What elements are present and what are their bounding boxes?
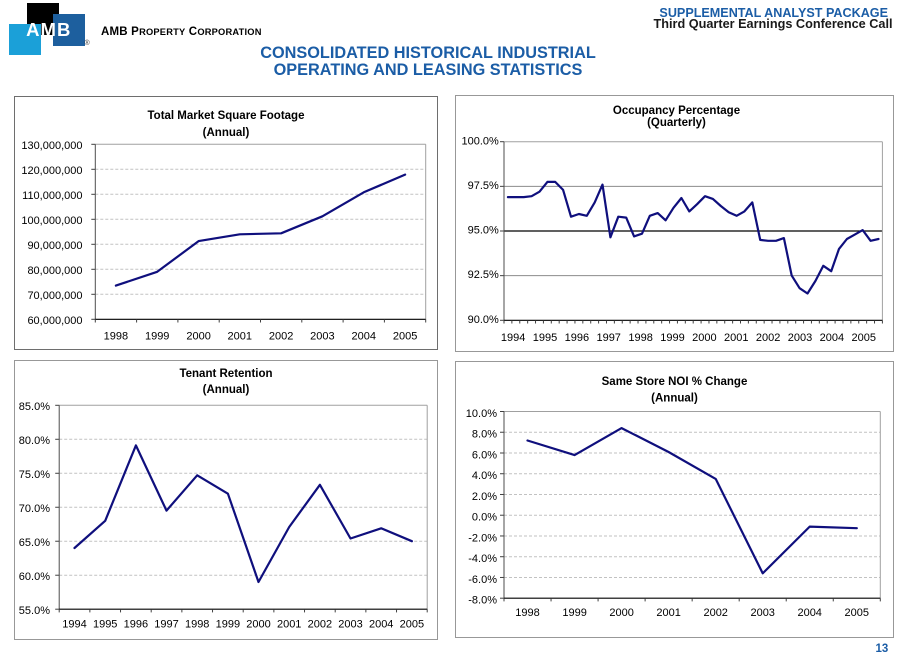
svg-text:90,000,000: 90,000,000 (27, 240, 82, 252)
svg-text:2003: 2003 (310, 331, 334, 343)
svg-text:10.0%: 10.0% (466, 408, 497, 420)
svg-text:2.0%: 2.0% (472, 491, 497, 503)
svg-text:85.0%: 85.0% (19, 401, 50, 413)
svg-text:60,000,000: 60,000,000 (27, 315, 82, 327)
svg-text:1995: 1995 (533, 332, 557, 344)
svg-text:70.0%: 70.0% (19, 503, 50, 515)
svg-text:2005: 2005 (845, 607, 869, 619)
svg-text:(Annual): (Annual) (651, 392, 698, 404)
svg-text:2000: 2000 (692, 332, 716, 344)
svg-text:100.0%: 100.0% (461, 135, 499, 147)
svg-text:2000: 2000 (246, 619, 270, 631)
svg-text:2004: 2004 (352, 331, 376, 343)
svg-text:2001: 2001 (228, 331, 252, 343)
svg-text:6.0%: 6.0% (472, 450, 497, 462)
svg-text:1996: 1996 (565, 332, 589, 344)
svg-text:1997: 1997 (596, 332, 620, 344)
svg-text:Occupancy Percentage: Occupancy Percentage (613, 105, 740, 117)
svg-text:100,000,000: 100,000,000 (21, 215, 82, 227)
svg-text:65.0%: 65.0% (19, 537, 50, 549)
svg-text:(Quarterly): (Quarterly) (647, 117, 706, 129)
svg-text:2003: 2003 (750, 607, 774, 619)
svg-text:-8.0%: -8.0% (468, 595, 497, 607)
svg-text:-4.0%: -4.0% (468, 553, 497, 565)
svg-text:2002: 2002 (756, 332, 780, 344)
svg-text:2002: 2002 (703, 607, 727, 619)
svg-text:92.5%: 92.5% (468, 269, 499, 281)
svg-text:2003: 2003 (788, 332, 812, 344)
svg-text:Tenant Retention: Tenant Retention (179, 368, 272, 380)
svg-text:70,000,000: 70,000,000 (27, 290, 82, 302)
svg-text:4.0%: 4.0% (472, 470, 497, 482)
svg-text:2004: 2004 (797, 607, 821, 619)
svg-text:2000: 2000 (186, 331, 210, 343)
svg-text:90.0%: 90.0% (468, 314, 499, 326)
svg-text:1999: 1999 (145, 331, 169, 343)
svg-text:95.0%: 95.0% (468, 225, 499, 237)
svg-text:2000: 2000 (609, 607, 633, 619)
svg-text:75.0%: 75.0% (19, 469, 50, 481)
svg-text:1996: 1996 (124, 619, 148, 631)
svg-text:2004: 2004 (820, 332, 844, 344)
svg-text:1997: 1997 (154, 619, 178, 631)
svg-text:2004: 2004 (369, 619, 393, 631)
svg-text:1995: 1995 (93, 619, 117, 631)
svg-text:97.5%: 97.5% (468, 180, 499, 192)
svg-text:2003: 2003 (338, 619, 362, 631)
svg-text:1998: 1998 (104, 331, 128, 343)
svg-text:120,000,000: 120,000,000 (21, 165, 82, 177)
svg-text:1994: 1994 (501, 332, 525, 344)
svg-text:Same Store NOI % Change: Same Store NOI % Change (602, 376, 748, 388)
svg-text:1999: 1999 (562, 607, 586, 619)
svg-text:1998: 1998 (628, 332, 652, 344)
svg-text:1994: 1994 (62, 619, 86, 631)
svg-text:130,000,000: 130,000,000 (21, 140, 82, 152)
svg-text:110,000,000: 110,000,000 (22, 190, 82, 202)
svg-text:60.0%: 60.0% (19, 571, 50, 583)
svg-text:2001: 2001 (277, 619, 301, 631)
svg-text:(Annual): (Annual) (203, 384, 250, 396)
svg-text:1998: 1998 (515, 607, 539, 619)
svg-text:2001: 2001 (724, 332, 748, 344)
svg-text:8.0%: 8.0% (472, 429, 497, 441)
svg-text:2005: 2005 (400, 619, 424, 631)
svg-text:55.0%: 55.0% (19, 605, 50, 617)
svg-text:2005: 2005 (852, 332, 876, 344)
svg-text:0.0%: 0.0% (472, 512, 497, 524)
svg-text:1998: 1998 (185, 619, 209, 631)
svg-text:2002: 2002 (308, 619, 332, 631)
svg-text:-2.0%: -2.0% (468, 533, 497, 545)
svg-text:2005: 2005 (393, 331, 417, 343)
svg-text:(Annual): (Annual) (203, 127, 250, 139)
svg-text:-6.0%: -6.0% (468, 574, 497, 586)
svg-text:80.0%: 80.0% (19, 435, 50, 447)
svg-text:2002: 2002 (269, 331, 293, 343)
svg-text:Total Market Square Footage: Total Market Square Footage (148, 110, 305, 122)
svg-text:2001: 2001 (656, 607, 680, 619)
svg-text:1999: 1999 (660, 332, 684, 344)
svg-text:1999: 1999 (216, 619, 240, 631)
svg-text:80,000,000: 80,000,000 (27, 265, 82, 277)
